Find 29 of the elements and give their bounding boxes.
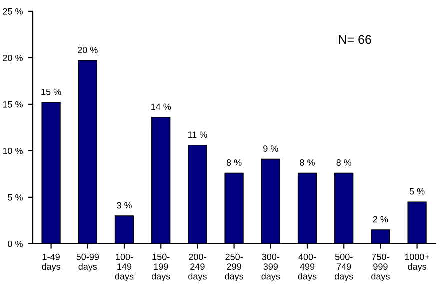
data-label: 3 % bbox=[117, 202, 132, 209]
x-tick-label: 1000+ days bbox=[405, 254, 430, 272]
x-tick-label: 750- 999 days bbox=[372, 254, 390, 282]
data-label: 15 % bbox=[42, 88, 62, 96]
x-tick-label: 400- 499 days bbox=[298, 254, 317, 282]
x-tick-label: 1-49 days bbox=[42, 254, 61, 272]
data-label: 11 % bbox=[188, 132, 208, 138]
x-tick-label: 200- 249 days bbox=[188, 254, 207, 282]
y-tick-label: 25 % bbox=[3, 8, 23, 15]
data-label: 2 % bbox=[373, 216, 388, 223]
data-label: 20 % bbox=[78, 47, 98, 54]
y-tick-label: 15 % bbox=[3, 101, 23, 108]
data-label: 9 % bbox=[264, 146, 278, 152]
x-tick-label: 150- 199 days bbox=[152, 254, 170, 282]
data-label: 8 % bbox=[226, 160, 242, 166]
y-tick-label: 10 % bbox=[3, 148, 23, 154]
annotation: N= 66 bbox=[339, 35, 372, 44]
y-tick-label: 20 % bbox=[3, 54, 23, 62]
y-tick-label: 5 % bbox=[8, 194, 23, 201]
x-tick-label: 250- 299 days bbox=[225, 254, 244, 282]
y-tick-label: 0 % bbox=[8, 240, 23, 248]
data-label: 8 % bbox=[300, 160, 315, 166]
data-label: 5 % bbox=[410, 188, 425, 195]
x-tick-label: 50-99 days bbox=[76, 254, 100, 272]
x-tick-label: 500- 749 days bbox=[334, 254, 354, 282]
data-label: 8 % bbox=[336, 160, 352, 166]
data-label: 14 % bbox=[152, 104, 172, 110]
x-tick-label: 100- 149 days bbox=[115, 254, 134, 282]
x-tick-label: 300- 399 days bbox=[262, 254, 280, 282]
